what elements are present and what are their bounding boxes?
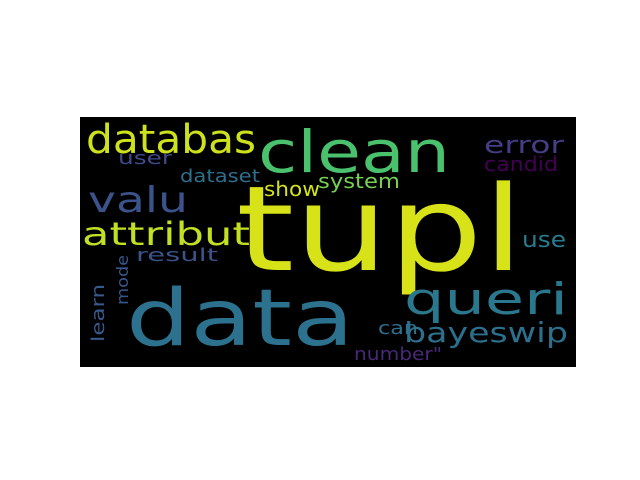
word-number: number" xyxy=(354,344,442,365)
word-data: data xyxy=(126,274,354,364)
word-user: user xyxy=(118,148,173,169)
word-error: error xyxy=(484,131,564,159)
word-learn: learn xyxy=(88,284,109,342)
word-system: system xyxy=(318,169,400,193)
word-valu: valu xyxy=(88,180,188,221)
word-bayeswip: bayeswip xyxy=(404,316,568,349)
word-can: can xyxy=(378,318,418,339)
word-use: use xyxy=(522,228,566,253)
word-attribut: attribut xyxy=(82,215,250,253)
word-databas: databas xyxy=(86,117,256,163)
word-candid: candid xyxy=(484,152,558,176)
word-result: result xyxy=(136,245,218,266)
word-queri: queri xyxy=(404,274,568,325)
word-mode: mode xyxy=(113,255,132,305)
word-dataset: dataset xyxy=(180,166,260,187)
wordcloud-canvas xyxy=(80,117,576,367)
word-show: show xyxy=(264,177,320,201)
word-clean: clean xyxy=(258,118,450,186)
word-tupl: tupl xyxy=(236,160,524,298)
